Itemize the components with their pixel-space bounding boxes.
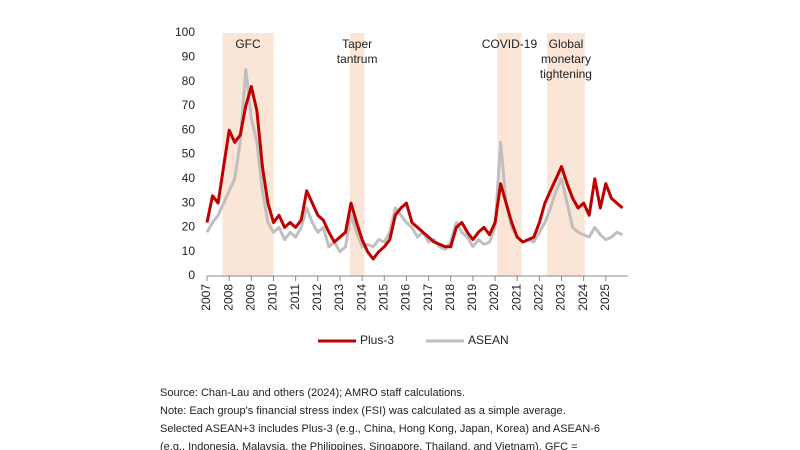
y-tick-label: 70 [182,98,196,112]
x-tick-label: 2025 [598,284,612,311]
note-line: Source: Chan-Lau and others (2024); AMRO… [160,387,465,399]
x-tick-label: 2023 [554,284,568,311]
x-tick-label: 2014 [354,284,368,311]
x-tick-label: 2011 [288,284,302,310]
x-tick-label: 2021 [509,284,523,311]
y-tick-label: 10 [182,244,196,258]
period-label: tightening [540,67,592,81]
y-tick-label: 100 [175,25,195,39]
x-tick-label: 2010 [266,284,280,311]
y-tick-label: 40 [182,171,196,185]
period-label: Taper [342,37,372,51]
period-label: tantrum [337,52,378,66]
legend-label: Plus-3 [360,333,394,347]
x-tick-label: 2024 [576,284,590,311]
x-tick-label: 2009 [243,284,257,311]
legend-label: ASEAN [468,333,509,347]
series-line [205,68,624,254]
period-label: Global [549,37,584,51]
x-tick-label: 2018 [443,284,457,311]
x-tick-label: 2007 [199,284,213,311]
x-tick-label: 2022 [532,284,546,311]
period-label: monetary [541,52,591,66]
x-tick-label: 2020 [487,284,501,311]
note-line: Note: Each group's financial stress inde… [160,405,566,417]
y-tick-label: 60 [182,122,196,136]
y-tick-label: 80 [182,74,196,88]
x-tick-label: 2017 [421,284,435,311]
period-label: GFC [235,37,261,51]
series-line [205,85,624,261]
x-tick-label: 2012 [310,284,324,311]
note-line: Selected ASEAN+3 includes Plus-3 (e.g., … [160,423,600,435]
y-tick-label: 30 [182,195,196,209]
x-tick-label: 2015 [376,284,390,311]
x-tick-label: 2008 [221,284,235,311]
note-line: (e.g., Indonesia, Malaysia, the Philippi… [160,441,578,450]
y-tick-label: 90 [182,49,196,63]
x-tick-label: 2013 [332,284,346,311]
x-tick-label: 2019 [465,284,479,311]
x-tick-label: 2016 [399,284,413,311]
y-tick-label: 0 [188,268,195,282]
shaded-period [222,33,274,276]
shaded-period [547,33,585,276]
y-tick-label: 50 [182,147,196,161]
y-tick-label: 20 [182,220,196,234]
period-label: COVID-19 [482,37,538,51]
